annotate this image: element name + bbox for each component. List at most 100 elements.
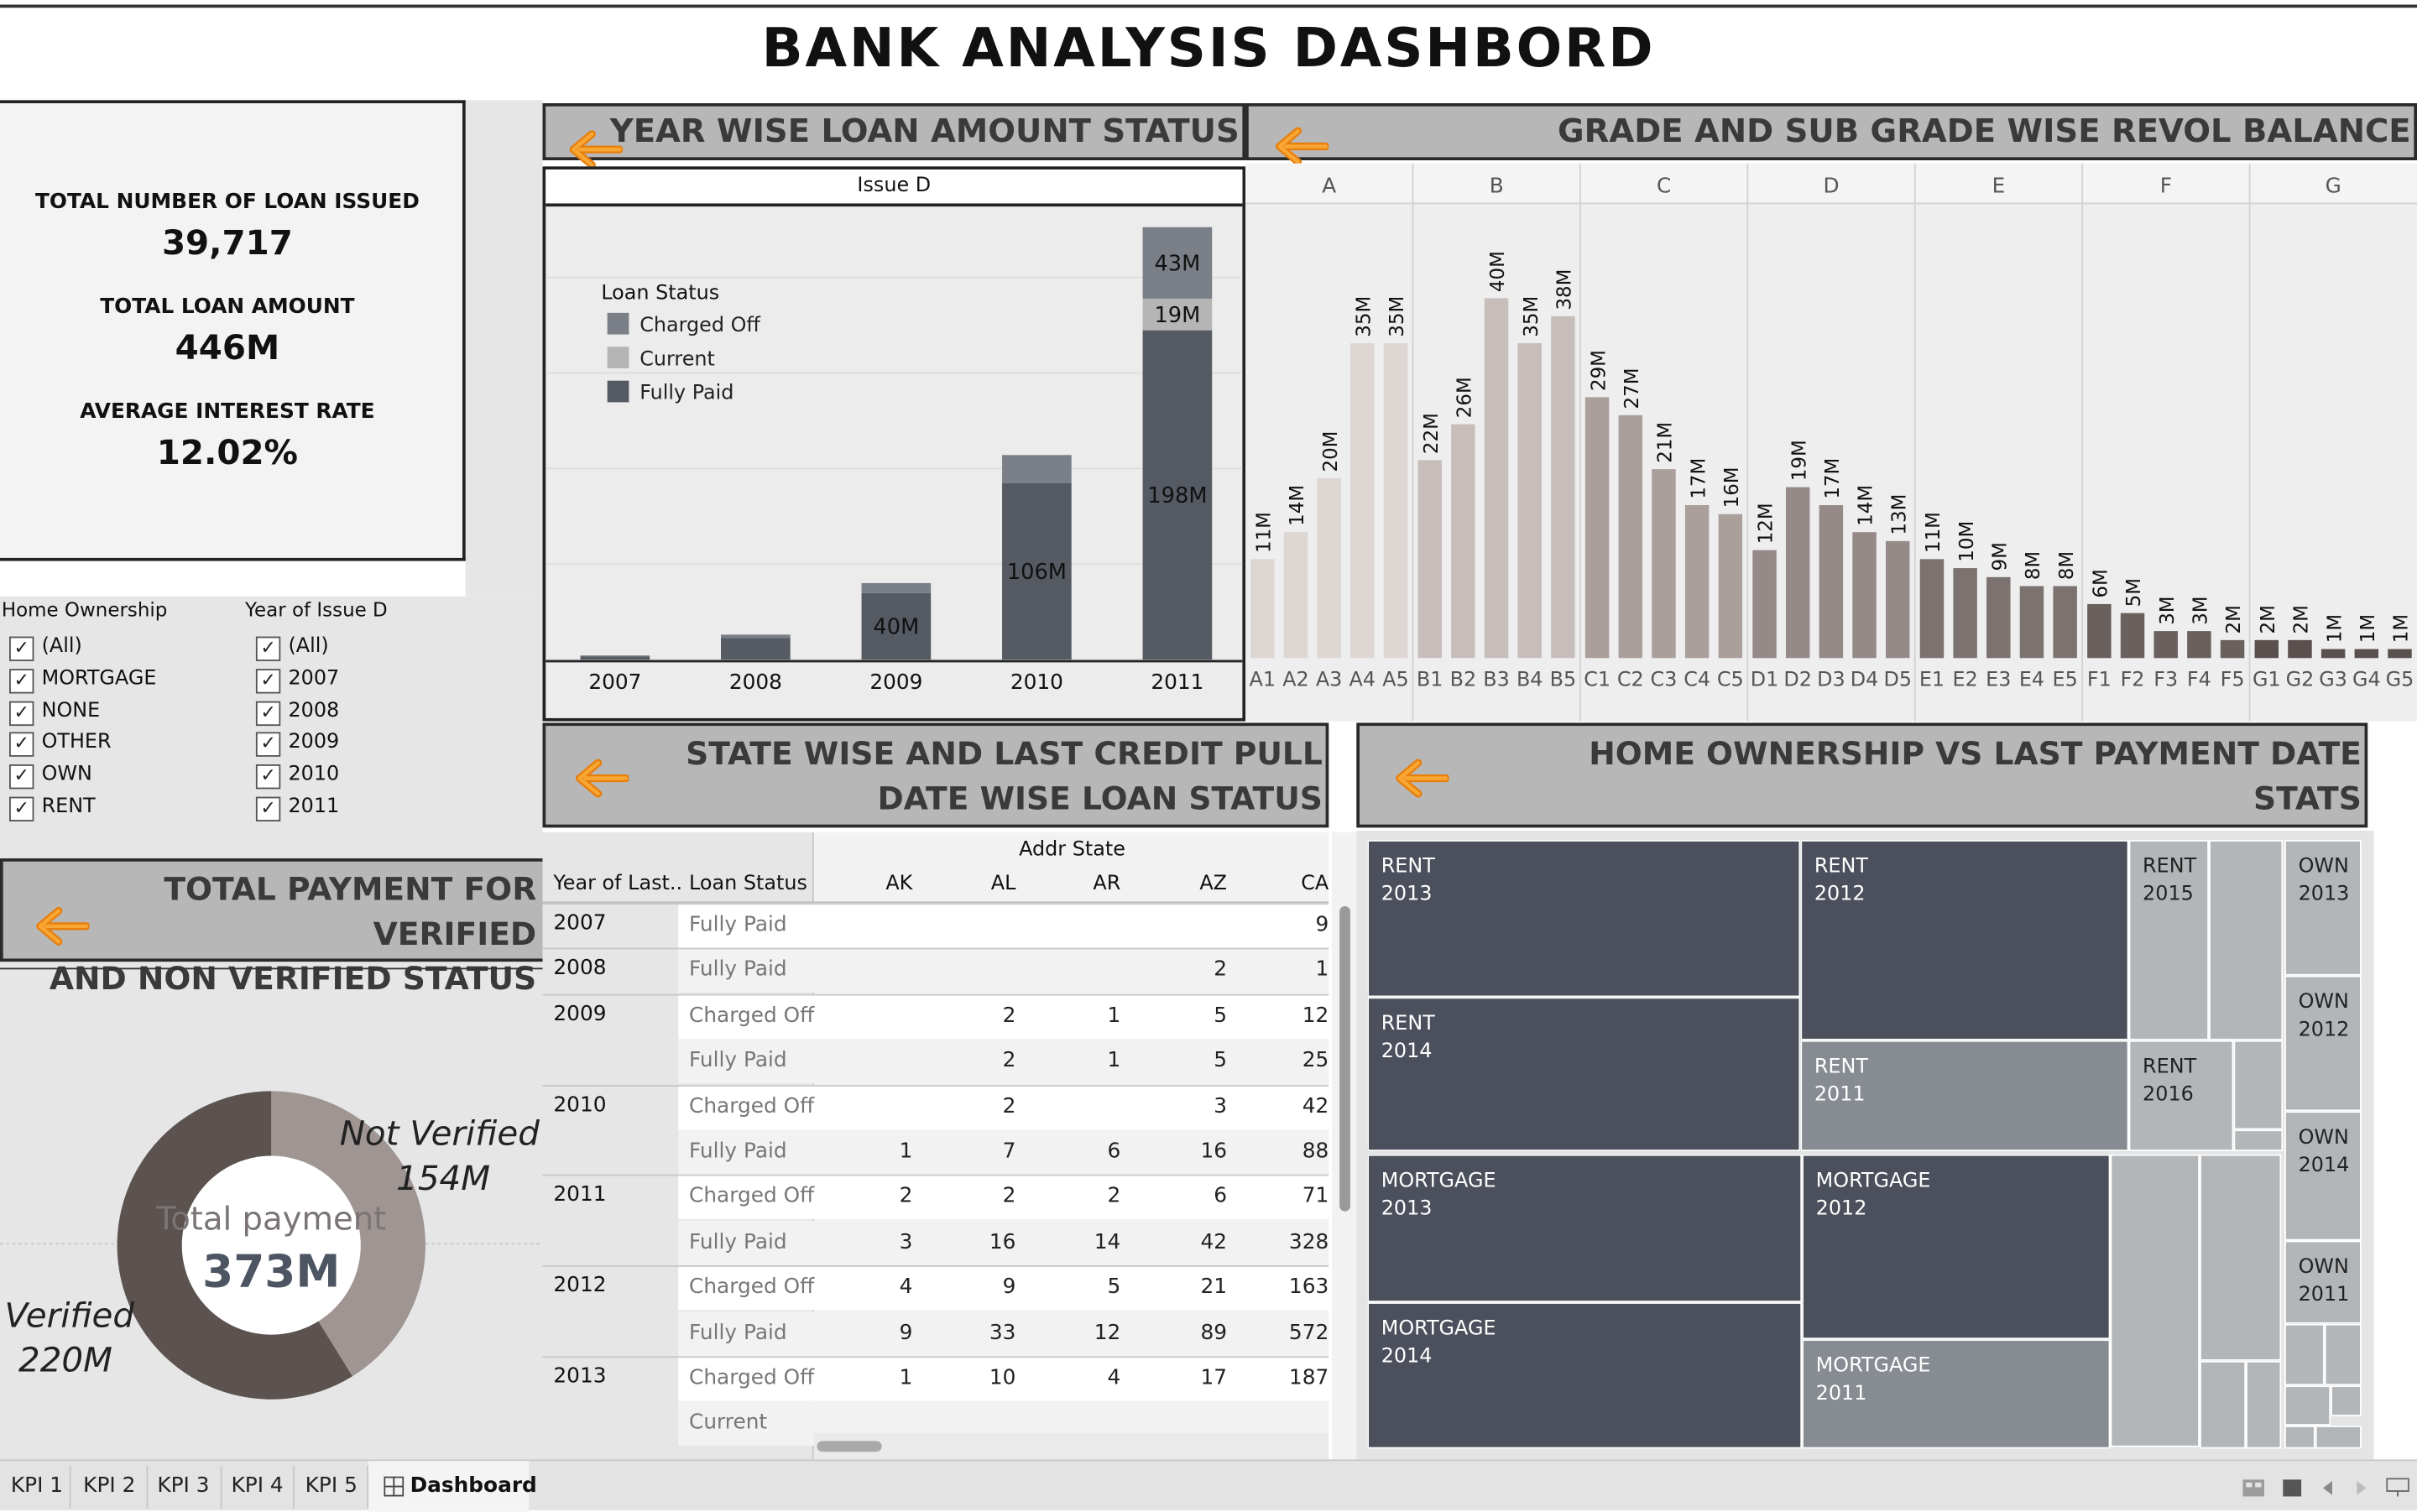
treemap-tile-unlabeled[interactable] (2110, 1154, 2200, 1447)
treemap-tile-unlabeled[interactable] (2315, 1425, 2362, 1449)
horizontal-scrollbar[interactable] (813, 1433, 1329, 1460)
treemap-tile-unlabeled[interactable] (2284, 1385, 2331, 1426)
filter-year-checkbox[interactable]: ✓ (255, 733, 281, 758)
grade-bar[interactable] (1919, 559, 1945, 659)
filter-year-checkbox[interactable]: ✓ (255, 796, 281, 821)
filter-home-checkbox[interactable]: ✓ (9, 636, 34, 661)
grade-bar[interactable] (2388, 649, 2412, 659)
grade-bar[interactable] (1652, 469, 1676, 659)
treemap-tile[interactable]: RENT 2013 (1367, 840, 1801, 998)
treemap-tile[interactable]: OWN 2014 (2284, 1111, 2362, 1241)
horizontal-scroll-thumb[interactable] (817, 1441, 882, 1452)
year-bar-segment[interactable] (1142, 330, 1213, 660)
filter-year-option[interactable]: (All) (288, 634, 329, 659)
grade-bar[interactable] (1819, 505, 1844, 659)
treemap-tile[interactable]: MORTGAGE 2012 (1802, 1154, 2111, 1340)
back-arrow-icon[interactable] (567, 128, 624, 170)
year-bar-segment[interactable] (861, 582, 932, 593)
grade-bar[interactable] (2320, 649, 2346, 659)
year-column-header[interactable]: Year of Last.. (553, 872, 683, 896)
treemap-tile[interactable]: RENT 2015 (2128, 840, 2210, 1040)
treemap-tile-unlabeled[interactable] (2284, 1323, 2325, 1386)
year-bar-segment[interactable] (721, 638, 791, 660)
filter-year-option[interactable]: 2008 (288, 699, 340, 722)
grade-bar[interactable] (1986, 576, 2011, 659)
filter-home-option[interactable]: MORTGAGE (41, 666, 157, 691)
treemap-tile[interactable]: RENT 2011 (1800, 1040, 2129, 1152)
tab-dashboard[interactable]: Dashboard (368, 1461, 537, 1512)
treemap-tile[interactable]: RENT 2012 (1800, 840, 2129, 1040)
grade-bar[interactable] (2220, 639, 2245, 659)
back-arrow-icon[interactable] (1393, 757, 1449, 800)
grade-bar[interactable] (1350, 343, 1375, 659)
year-bar-segment[interactable] (1142, 298, 1213, 331)
grade-bar[interactable] (2254, 639, 2279, 659)
treemap-tile-unlabeled[interactable] (2246, 1360, 2282, 1449)
grade-bar[interactable] (1852, 532, 1877, 659)
grade-bar[interactable] (2153, 631, 2178, 659)
filter-year-option[interactable]: 2010 (288, 763, 340, 787)
state-column-header[interactable]: AL (990, 872, 1016, 896)
grade-bar[interactable] (1718, 514, 1743, 659)
state-column-header[interactable]: CA (1301, 872, 1329, 896)
treemap-tile-unlabeled[interactable] (2233, 1129, 2284, 1152)
grade-bar[interactable] (1283, 532, 1308, 659)
year-bar-segment[interactable] (1002, 483, 1072, 660)
filter-year-checkbox[interactable]: ✓ (255, 700, 281, 726)
treemap-tile[interactable]: OWN 2013 (2284, 840, 2362, 976)
filter-home-option[interactable]: NONE (41, 699, 101, 722)
filter-year-checkbox[interactable]: ✓ (255, 636, 281, 661)
treemap-tile[interactable]: OWN 2011 (2284, 1240, 2362, 1324)
filter-year-option[interactable]: 2009 (288, 731, 340, 754)
next-sheet-icon[interactable] (2356, 1481, 2368, 1495)
tab-kpi-1[interactable]: KPI 1 (10, 1473, 64, 1499)
treemap-tile[interactable]: RENT 2014 (1367, 997, 1801, 1152)
filter-home-checkbox[interactable]: ✓ (9, 700, 34, 726)
filter-home-option[interactable]: RENT (41, 795, 96, 819)
filter-home-checkbox[interactable]: ✓ (9, 764, 34, 790)
year-bar-segment[interactable] (580, 655, 650, 657)
filter-year-option[interactable]: 2011 (288, 795, 340, 819)
treemap-tile[interactable]: MORTGAGE 2011 (1802, 1339, 2111, 1449)
state-column-header[interactable]: AR (1093, 872, 1121, 896)
grade-bar[interactable] (1752, 550, 1777, 659)
grade-bar[interactable] (2019, 586, 2044, 659)
treemap-tile[interactable]: OWN 2012 (2284, 975, 2362, 1112)
grade-bar[interactable] (1953, 568, 1977, 659)
tabs-view-icon[interactable] (2283, 1479, 2302, 1497)
previous-sheet-icon[interactable] (2321, 1481, 2334, 1495)
presentation-mode-icon[interactable] (2386, 1478, 2409, 1497)
filter-home-option[interactable]: OWN (41, 763, 92, 787)
treemap-tile-unlabeled[interactable] (2331, 1385, 2362, 1416)
grade-bar[interactable] (2187, 631, 2211, 659)
tab-kpi-4[interactable]: KPI 4 (231, 1473, 284, 1499)
filter-home-option[interactable]: (All) (41, 634, 82, 659)
treemap-tile[interactable]: RENT 2016 (2128, 1040, 2234, 1152)
grade-bar[interactable] (1517, 343, 1542, 659)
grade-bar[interactable] (1584, 397, 1610, 659)
treemap-tile-unlabeled[interactable] (2233, 1040, 2284, 1130)
grade-bar[interactable] (2354, 649, 2379, 659)
filter-home-checkbox[interactable]: ✓ (9, 796, 34, 821)
tab-kpi-5[interactable]: KPI 5 (305, 1473, 358, 1499)
year-bar-segment[interactable] (721, 634, 791, 639)
grade-bar[interactable] (2053, 586, 2077, 659)
vertical-scroll-thumb[interactable] (1339, 906, 1350, 1212)
filter-year-checkbox[interactable]: ✓ (255, 764, 281, 790)
grade-bar[interactable] (1684, 505, 1710, 659)
treemap-tile[interactable]: MORTGAGE 2013 (1367, 1154, 1803, 1303)
back-arrow-icon[interactable] (34, 905, 90, 947)
grade-bar[interactable] (2087, 603, 2112, 659)
grade-bar[interactable] (1785, 487, 1810, 659)
grade-bar[interactable] (1885, 540, 1910, 659)
treemap-tile-unlabeled[interactable] (2209, 840, 2284, 1040)
treemap-tile-unlabeled[interactable] (2200, 1360, 2247, 1449)
vertical-scrollbar[interactable] (1331, 832, 1357, 1460)
tab-kpi-2[interactable]: KPI 2 (83, 1473, 136, 1499)
filter-home-option[interactable]: OTHER (41, 731, 112, 754)
state-column-header[interactable]: AZ (1199, 872, 1228, 896)
tab-kpi-3[interactable]: KPI 3 (157, 1473, 210, 1499)
grade-bar[interactable] (1317, 477, 1341, 659)
grade-bar[interactable] (2120, 613, 2145, 659)
filter-year-checkbox[interactable]: ✓ (255, 668, 281, 694)
